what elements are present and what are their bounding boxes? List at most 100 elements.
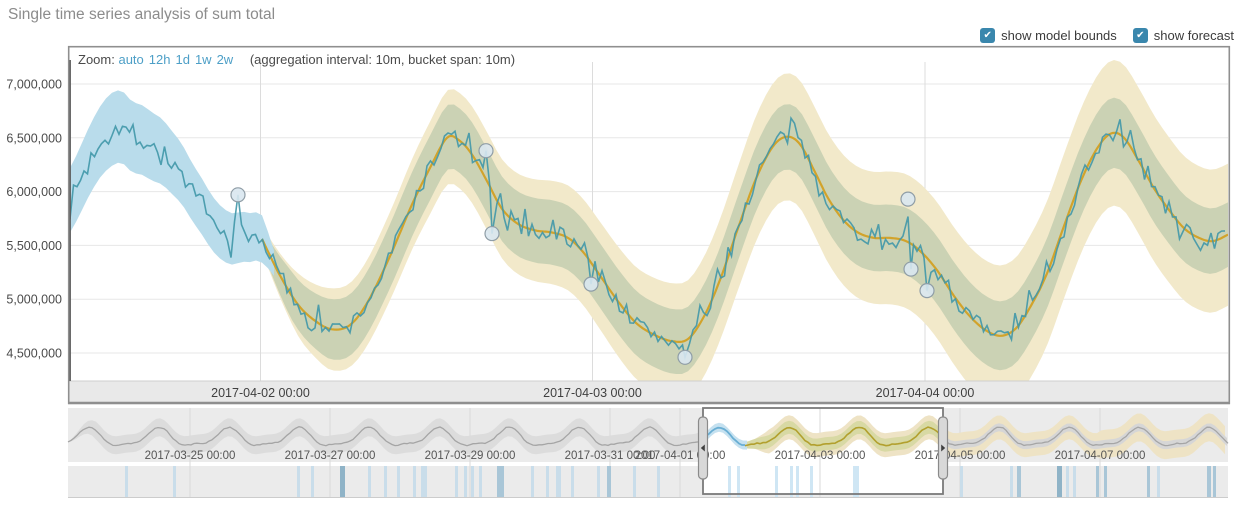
anomaly-marker[interactable] <box>677 349 693 365</box>
context-axis: 2017-03-25 00:00 2017-03-27 00:00 2017-03-… <box>145 450 1146 462</box>
swimlane-cell[interactable] <box>657 466 660 497</box>
swimlane-cell[interactable] <box>397 466 400 497</box>
anomaly-markers[interactable] <box>230 143 935 365</box>
zoom-link-1w[interactable]: 1w <box>194 52 212 67</box>
show-model-bounds-control: ✔ show model bounds <box>980 28 1117 43</box>
context-tick-label: 2017-03-31 00:00 <box>565 450 656 462</box>
anomaly-marker[interactable] <box>583 276 599 292</box>
y-tick-label: 7,000,000 <box>6 78 62 92</box>
swimlane-cell[interactable] <box>497 466 504 497</box>
swimlane-cell[interactable] <box>556 466 561 497</box>
page-title: Single time series analysis of sum total <box>8 6 276 23</box>
anomaly-marker[interactable] <box>230 187 246 203</box>
aggregation-info: (aggregation interval: 10m, bucket span:… <box>249 52 516 67</box>
anomaly-marker[interactable] <box>903 261 919 277</box>
brush[interactable] <box>697 407 949 495</box>
swimlane-cell[interactable] <box>546 466 549 497</box>
swimlane-cell[interactable] <box>1066 466 1069 497</box>
swimlane-cell[interactable] <box>413 466 416 497</box>
swimlane-cell[interactable] <box>790 466 793 497</box>
zoom-bar: Zoom: auto 12h 1d 1w 2w (aggregation interva… <box>78 52 515 67</box>
show-forecast-checkbox[interactable]: ✔ <box>1132 28 1148 43</box>
x-tick-label: 2017-04-03 00:00 <box>543 386 642 400</box>
swimlane-cell[interactable] <box>1104 466 1107 497</box>
show-forecast-label: show forecast <box>1153 28 1234 43</box>
model-bounds-band <box>70 90 274 276</box>
focus-axes: 7,000,000 6,500,000 6,000,000 5,500,000 5,00… <box>6 45 1231 405</box>
swimlane-cell[interactable] <box>633 466 636 497</box>
actual-line <box>70 116 1226 361</box>
anomaly-marker[interactable] <box>900 191 916 207</box>
swimlane-cell[interactable] <box>1157 466 1160 497</box>
zoom-link-12h[interactable]: 12h <box>148 52 171 67</box>
zoom-link-1d[interactable]: 1d <box>175 52 190 67</box>
model-and-forecast-bands <box>70 60 1228 381</box>
swimlane-cell[interactable] <box>853 466 859 497</box>
swimlane-cell[interactable] <box>1096 466 1099 497</box>
context-selected-line <box>702 426 745 446</box>
anomaly-marker[interactable] <box>484 225 500 242</box>
swimlane-cell[interactable] <box>311 466 314 497</box>
swimlane-cell[interactable] <box>471 466 474 497</box>
swimlane-cell[interactable] <box>531 466 534 497</box>
swimlane-cell[interactable] <box>1017 466 1021 497</box>
context-tick-label: 2017-04-03 00:00 <box>775 450 866 462</box>
swimlane-cell[interactable] <box>173 466 176 497</box>
y-tick-label: 5,500,000 <box>6 239 62 253</box>
chart-controls: ✔ show model bounds ✔ show forecast <box>980 28 1234 43</box>
y-tick-label: 6,000,000 <box>6 185 62 199</box>
series-lines <box>70 116 1228 361</box>
swimlane-cell[interactable] <box>775 466 778 497</box>
y-tick-label: 4,500,000 <box>6 347 62 361</box>
swimlane-cell[interactable] <box>421 466 427 497</box>
context-tick-label: 2017-04-01 00:00 <box>635 450 726 462</box>
swimlane-cell[interactable] <box>728 466 731 497</box>
swimlane-cell[interactable] <box>384 466 387 497</box>
swimlane-cell[interactable] <box>796 466 799 497</box>
swimlane-cell[interactable] <box>597 466 600 497</box>
zoom-link-2w[interactable]: 2w <box>216 52 234 67</box>
swimlane-cell[interactable] <box>464 466 467 497</box>
context-forecast-line <box>744 426 944 447</box>
anomaly-marker[interactable] <box>478 143 494 159</box>
swimlane-cell[interactable] <box>1073 466 1076 497</box>
zoom-links: auto 12h 1d 1w 2w <box>118 52 238 67</box>
swimlane-cell[interactable] <box>479 466 482 497</box>
context-tick-label: 2017-03-27 00:00 <box>285 450 376 462</box>
swimlane-cell[interactable] <box>297 466 300 497</box>
context-inner-band <box>943 423 1227 450</box>
y-tick-label: 6,500,000 <box>6 131 62 145</box>
x-tick-label: 2017-04-04 00:00 <box>876 386 975 400</box>
context-tick-label: 2017-04-07 00:00 <box>1055 450 1146 462</box>
swimlane-cell[interactable] <box>1207 466 1211 497</box>
swimlane-cell[interactable] <box>810 466 813 497</box>
swimlane-cell[interactable] <box>607 466 611 497</box>
brush-handle-arrow-icon <box>700 444 705 452</box>
swimlane-cell[interactable] <box>1010 466 1013 497</box>
swimlane[interactable] <box>68 466 1228 497</box>
swimlane-cell[interactable] <box>1057 466 1062 497</box>
context-chart[interactable] <box>67 408 1229 498</box>
swimlane-cell[interactable] <box>1147 466 1150 497</box>
swimlane-bars[interactable] <box>125 466 1216 497</box>
forecast-line <box>261 131 1228 343</box>
swimlane-cell[interactable] <box>368 466 371 497</box>
show-model-bounds-label: show model bounds <box>1001 28 1117 43</box>
anomaly-marker[interactable] <box>919 282 935 299</box>
context-tick-label: 2017-03-29 00:00 <box>425 450 516 462</box>
swimlane-cell[interactable] <box>125 466 128 497</box>
swimlane-cell[interactable] <box>571 466 574 497</box>
swimlane-cell[interactable] <box>737 466 740 497</box>
show-model-bounds-checkbox[interactable]: ✔ <box>980 28 996 43</box>
swimlane-cell[interactable] <box>1213 466 1216 497</box>
zoom-prefix: Zoom: <box>78 52 115 67</box>
swimlane-cell[interactable] <box>960 466 963 497</box>
swimlane-cell[interactable] <box>340 466 345 497</box>
swimlane-cell[interactable] <box>455 466 458 497</box>
zoom-link-auto[interactable]: auto <box>118 52 144 67</box>
context-tick-label: 2017-04-05 00:00 <box>915 450 1006 462</box>
context-history-line <box>67 426 702 447</box>
x-tick-label: 2017-04-02 00:00 <box>211 386 310 400</box>
